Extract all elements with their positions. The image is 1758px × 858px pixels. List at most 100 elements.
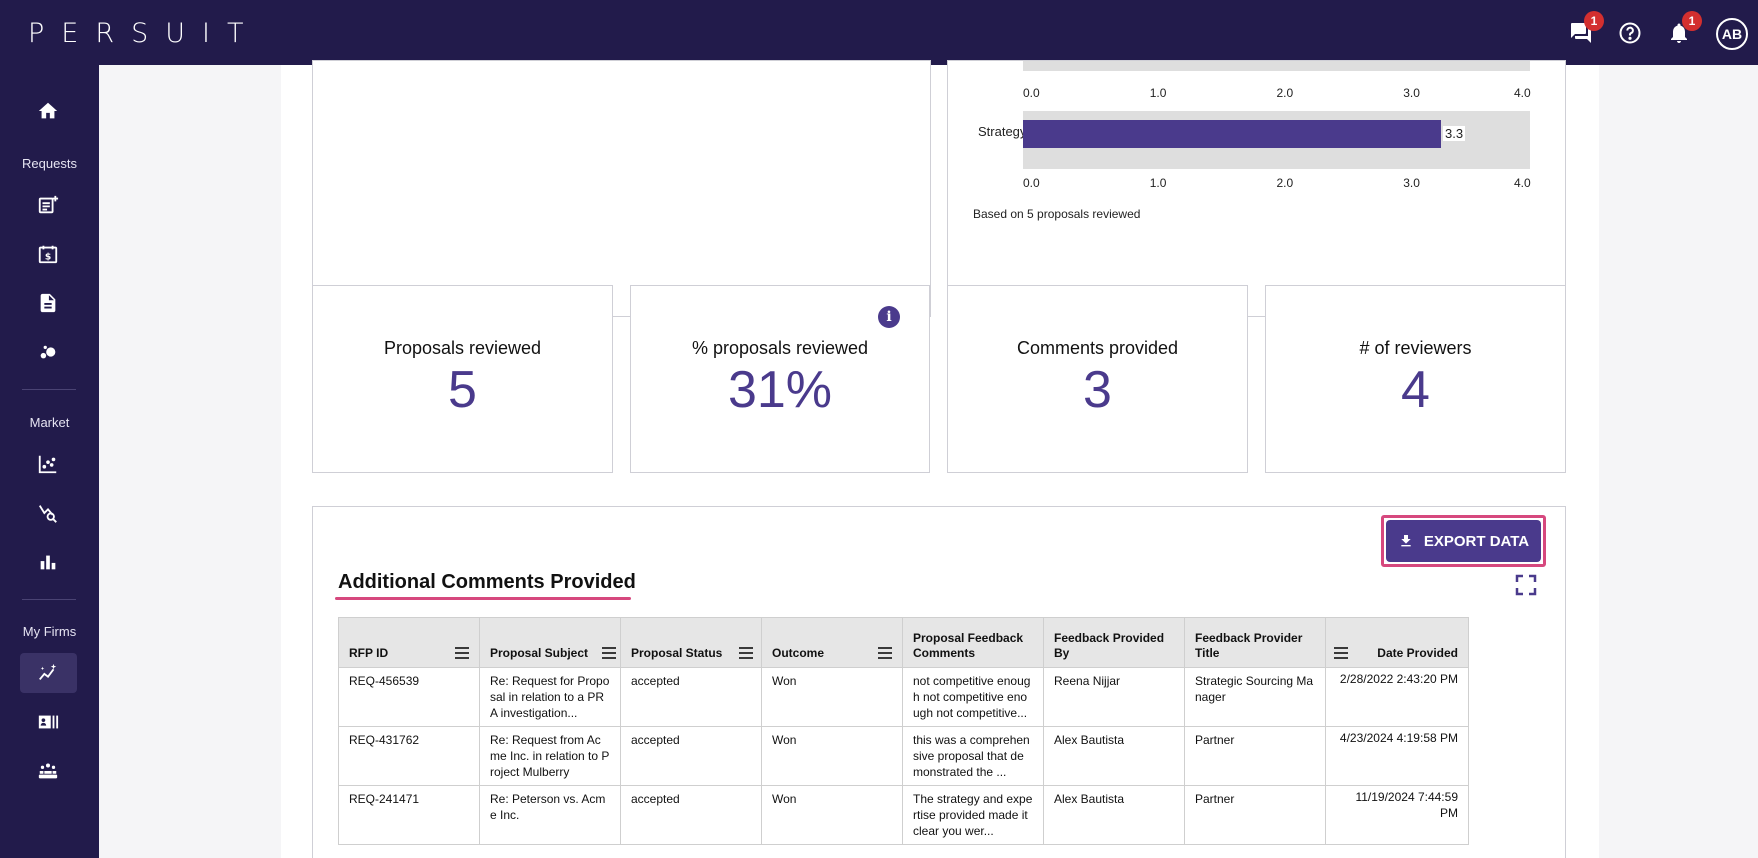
- pricing-calendar-icon[interactable]: $: [32, 238, 64, 270]
- main-content: Strategy 3.3 Based on 5 proposals review…: [99, 60, 1758, 858]
- top-bar: PERSUIT 1 1 AB: [0, 0, 1758, 65]
- section-title: Additional Comments Provided: [338, 571, 636, 593]
- chart-card: Strategy 3.3 Based on 5 proposals review…: [947, 60, 1566, 317]
- info-icon[interactable]: i: [878, 306, 900, 328]
- column-menu-icon[interactable]: [455, 647, 469, 659]
- stat-card-percent-reviewed: i % proposals reviewed 31%: [630, 285, 930, 473]
- x-tick-label: 1.0: [1149, 86, 1167, 100]
- table-cell: 11/19/2024 7:44:59 PM: [1325, 785, 1469, 845]
- table-cell: Re: Request for Proposal in relation to …: [479, 667, 621, 727]
- bar-value-label: 3.3: [1443, 126, 1466, 141]
- empty-card: [312, 60, 931, 317]
- sidebar-divider: [22, 389, 76, 390]
- user-avatar[interactable]: AB: [1716, 18, 1748, 50]
- notifications-icon[interactable]: 1: [1664, 11, 1702, 48]
- table-row[interactable]: REQ-456539 Re: Request for Proposal in re…: [338, 667, 1469, 727]
- table-cell: 2/28/2022 2:43:20 PM: [1325, 667, 1469, 727]
- sidebar-section-requests: Requests: [22, 156, 77, 171]
- title-underline: [335, 597, 631, 600]
- sidebar-section-my-firms: My Firms: [22, 624, 77, 639]
- firm-insights-icon[interactable]: [32, 657, 64, 689]
- new-request-icon[interactable]: [32, 189, 64, 221]
- table-cell: not competitive enough not competitive e…: [902, 667, 1044, 727]
- x-tick-label: 0.0: [1023, 86, 1040, 100]
- table-cell: Alex Bautista: [1043, 785, 1185, 845]
- stat-value: 4: [1401, 361, 1430, 419]
- table-cell: REQ-241471: [338, 785, 480, 845]
- column-header-feedback-comments[interactable]: Proposal Feedback Comments: [902, 617, 1044, 668]
- sidebar: Requests $ Market My Firms: [0, 65, 99, 858]
- export-data-label: EXPORT DATA: [1423, 532, 1530, 550]
- sidebar-section-market: Market: [29, 415, 70, 430]
- table-cell: accepted: [620, 726, 762, 786]
- table-cell: accepted: [620, 785, 762, 845]
- table-cell: REQ-431762: [338, 726, 480, 786]
- scatter-chart-icon[interactable]: [32, 448, 64, 480]
- export-data-button[interactable]: EXPORT DATA: [1386, 520, 1541, 562]
- bar-strategy: [1023, 120, 1441, 148]
- x-tick-label: 2.0: [1276, 86, 1294, 100]
- table-cell: Won: [761, 726, 903, 786]
- x-tick-label: 4.0: [1514, 176, 1531, 190]
- sidebar-divider: [22, 599, 76, 600]
- x-tick-label: 3.0: [1403, 86, 1420, 100]
- column-header-feedback-by[interactable]: Feedback Provided By: [1043, 617, 1185, 668]
- export-highlight: [1381, 515, 1546, 567]
- column-header-date-provided[interactable]: Date Provided: [1325, 617, 1469, 668]
- stat-card-reviewers: # of reviewers 4: [1265, 285, 1566, 473]
- notifications-badge: 1: [1682, 11, 1702, 31]
- x-tick-label: 3.0: [1403, 176, 1420, 190]
- table-row[interactable]: REQ-241471 Re: Peterson vs. Acme Inc. acce…: [338, 785, 1469, 845]
- sidebar-active-highlight: [20, 653, 77, 693]
- bar-chart-icon[interactable]: [32, 546, 64, 578]
- column-menu-icon[interactable]: [602, 647, 616, 659]
- table-cell: Reena Nijjar: [1043, 667, 1185, 727]
- fullscreen-icon[interactable]: [1514, 573, 1538, 597]
- table-cell: REQ-456539: [338, 667, 480, 727]
- column-header-provider-title[interactable]: Feedback Provider Title: [1184, 617, 1326, 668]
- column-menu-icon[interactable]: [878, 647, 892, 659]
- stat-value: 31%: [727, 361, 833, 419]
- firm-directory-icon[interactable]: [32, 706, 64, 738]
- x-tick-label: 2.0: [1276, 176, 1294, 190]
- bubbles-icon[interactable]: [32, 336, 64, 368]
- stat-label: Proposals reviewed: [383, 338, 542, 358]
- table-cell: 4/23/2024 4:19:58 PM: [1325, 726, 1469, 786]
- team-icon[interactable]: [32, 755, 64, 787]
- category-label: Strategy: [978, 124, 1027, 139]
- download-icon: [1401, 535, 1411, 547]
- comments-table: RFP ID Proposal Subject Proposal Status …: [338, 617, 1469, 845]
- table-cell: Alex Bautista: [1043, 726, 1185, 786]
- column-header-proposal-status[interactable]: Proposal Status: [620, 617, 762, 668]
- table-header-row: RFP ID Proposal Subject Proposal Status …: [338, 617, 1469, 668]
- messages-icon[interactable]: 1: [1566, 11, 1604, 48]
- chart-footnote: Based on 5 proposals reviewed: [973, 207, 1141, 221]
- messages-badge: 1: [1584, 11, 1604, 31]
- table-cell: Won: [761, 785, 903, 845]
- stat-label: % proposals reviewed: [691, 338, 869, 358]
- stat-label: # of reviewers: [1359, 338, 1472, 358]
- persuit-logo[interactable]: PERSUIT: [28, 18, 261, 49]
- x-tick-label: 4.0: [1514, 86, 1531, 100]
- table-body: REQ-456539 Re: Request for Proposal in re…: [338, 667, 1469, 845]
- column-header-proposal-subject[interactable]: Proposal Subject: [479, 617, 621, 668]
- stat-card-comments: Comments provided 3: [947, 285, 1248, 473]
- help-icon[interactable]: [1615, 18, 1645, 48]
- column-menu-icon[interactable]: [1334, 647, 1348, 659]
- table-cell: this was a comprehensive proposal that d…: [902, 726, 1044, 786]
- column-menu-icon[interactable]: [739, 647, 753, 659]
- table-cell: Partner: [1184, 726, 1326, 786]
- table-cell: Re: Peterson vs. Acme Inc.: [479, 785, 621, 845]
- comments-card: EXPORT DATA Additional Comments Provided…: [312, 506, 1566, 858]
- table-cell: Partner: [1184, 785, 1326, 845]
- column-header-outcome[interactable]: Outcome: [761, 617, 903, 668]
- table-cell: Strategic Sourcing Manager: [1184, 667, 1326, 727]
- stat-card-proposals-reviewed: Proposals reviewed 5: [312, 285, 613, 473]
- content-panel: Strategy 3.3 Based on 5 proposals review…: [281, 60, 1599, 858]
- document-icon[interactable]: [32, 287, 64, 319]
- column-header-rfp-id[interactable]: RFP ID: [338, 617, 480, 668]
- table-row[interactable]: REQ-431762 Re: Request from Acme Inc. in …: [338, 726, 1469, 786]
- home-icon[interactable]: [32, 95, 64, 127]
- previous-bar-track: [1023, 61, 1530, 71]
- market-search-icon[interactable]: [32, 497, 64, 529]
